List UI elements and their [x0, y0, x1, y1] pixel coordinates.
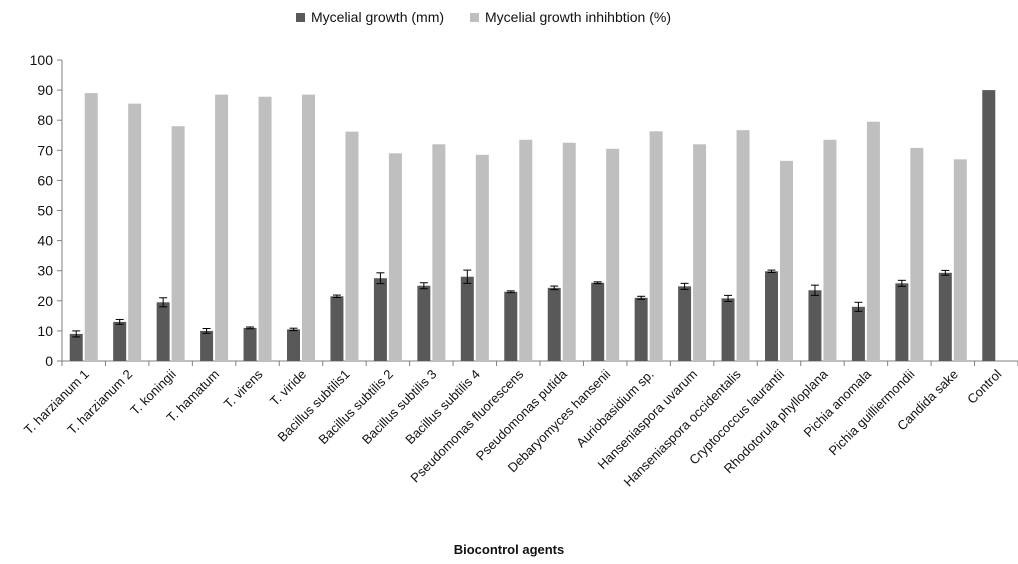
bar-growth-inhibition	[388, 153, 402, 361]
legend-swatch-growth-inhibition	[470, 12, 480, 22]
bar-mycelial-growth	[851, 306, 865, 361]
y-tick-label: 70	[37, 142, 53, 158]
x-tick-label: Bacillus subtilis 3	[359, 367, 440, 448]
bar-mycelial-growth	[417, 285, 431, 361]
bar-growth-inhibition	[866, 121, 880, 361]
y-tick-label: 10	[37, 323, 53, 339]
bar-mycelial-growth	[721, 298, 735, 361]
y-tick-label: 0	[45, 353, 53, 369]
x-tick-label: Auriobasidium sp.	[573, 367, 657, 451]
bar-mycelial-growth	[982, 90, 996, 361]
bar-growth-inhibition	[432, 144, 446, 361]
bar-mycelial-growth	[287, 329, 300, 361]
legend-label-mycelial-growth: Mycelial growth (mm)	[311, 9, 445, 25]
bar-mycelial-growth	[200, 330, 214, 361]
bar-growth-inhibition	[649, 131, 663, 361]
y-tick-label: 30	[37, 263, 53, 279]
bar-growth-inhibition	[823, 139, 837, 361]
bar-growth-inhibition	[693, 144, 707, 361]
y-tick-label: 100	[30, 52, 54, 68]
bar-growth-inhibition	[910, 147, 924, 361]
bar-mycelial-growth	[938, 272, 952, 361]
bar-growth-inhibition	[215, 94, 229, 362]
bar-mycelial-growth	[460, 276, 474, 361]
bar-mycelial-growth	[373, 278, 387, 361]
legend-swatch-mycelial-growth	[296, 12, 305, 22]
bar-growth-inhibition	[128, 103, 142, 362]
chart-legend: Mycelial growth (mm) Mycelial growth inh…	[296, 9, 697, 25]
bar-mycelial-growth	[678, 286, 692, 361]
bar-mycelial-growth	[69, 333, 83, 361]
legend-label-growth-inhibition: Mycelial growth inhihbtion (%)	[485, 9, 671, 25]
bar-mycelial-growth	[330, 296, 344, 361]
y-tick-label: 80	[37, 112, 53, 128]
bar-growth-inhibition	[519, 139, 533, 361]
x-tick-label: Control	[964, 366, 1004, 406]
bar-mycelial-growth	[765, 271, 778, 361]
bar-mycelial-growth	[895, 283, 909, 361]
y-tick-label: 90	[37, 82, 53, 98]
x-tick-label: T. viride	[267, 367, 309, 409]
bar-growth-inhibition	[84, 93, 98, 362]
y-tick-label: 50	[37, 203, 53, 219]
bar-mycelial-growth	[547, 287, 561, 361]
bar-mycelial-growth	[634, 297, 648, 361]
bar-mycelial-growth	[504, 291, 518, 361]
x-tick-label: Bacillus subtilis 2	[315, 367, 396, 448]
legend-item-growth-inhibition: Mycelial growth inhihbtion (%)	[470, 9, 671, 25]
bar-mycelial-growth	[591, 282, 605, 361]
bar-growth-inhibition	[736, 130, 750, 361]
bar-mycelial-growth	[243, 327, 257, 361]
y-tick-label: 20	[37, 293, 53, 309]
legend-item-mycelial-growth: Mycelial growth (mm)	[296, 9, 444, 25]
bar-growth-inhibition	[606, 148, 620, 361]
bar-growth-inhibition	[171, 126, 185, 361]
x-tick-label: Bacillus subtilis 4	[402, 367, 483, 448]
bar-growth-inhibition	[780, 160, 793, 361]
x-axis-title: Biocontrol agents	[453, 542, 565, 557]
bar-growth-inhibition	[345, 131, 359, 361]
bar-mycelial-growth	[156, 302, 170, 361]
bar-growth-inhibition	[562, 142, 576, 361]
bar-growth-inhibition	[302, 94, 315, 362]
bar-growth-inhibition	[475, 154, 489, 361]
bar-mycelial-growth	[113, 321, 127, 361]
bar-mycelial-growth	[808, 290, 822, 361]
bar-growth-inhibition	[953, 159, 967, 361]
y-tick-label: 60	[37, 172, 53, 188]
y-tick-label: 40	[37, 233, 53, 249]
x-tick-label: T. virens	[221, 366, 266, 411]
bar-growth-inhibition	[258, 96, 272, 362]
